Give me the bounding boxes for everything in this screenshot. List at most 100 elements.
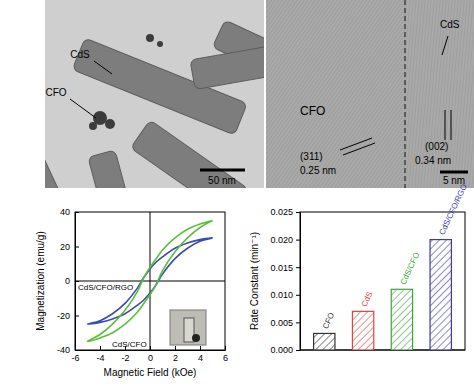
hrtem-label: (311) <box>300 151 323 162</box>
tick-mark <box>200 346 201 350</box>
particle <box>105 119 115 129</box>
axis-line <box>76 346 226 351</box>
tick-mark <box>75 350 79 351</box>
tick-label: 0.020 <box>270 235 293 245</box>
bar <box>314 333 335 350</box>
inset-photo <box>170 310 206 345</box>
spacing-mark <box>445 110 446 140</box>
interface-line <box>405 0 406 188</box>
hrtem-label: CFO <box>300 104 325 118</box>
category-label: CdS/CFO/RGO <box>437 183 468 237</box>
rods <box>45 20 265 188</box>
tick: 0 <box>65 276 79 286</box>
tick-label: 20 <box>60 242 70 252</box>
tick-label: 4 <box>198 353 203 363</box>
magnetization-chart: -6-4-20246-40-2002040Magnetic Field (kOe… <box>35 207 228 378</box>
plot-area <box>87 221 212 342</box>
scale-bar-label: 50 nm <box>208 175 236 186</box>
tick: 0 <box>148 346 153 363</box>
tick-mark <box>296 212 300 213</box>
tick-label: 2 <box>173 353 178 363</box>
spacing-mark <box>442 36 448 55</box>
legend-label: CdS/CFO/RGO <box>78 283 133 292</box>
axis-line <box>76 213 80 351</box>
x-axis: -6 -4 -2 0 2 4 6 <box>71 346 228 363</box>
tick: 4 <box>198 346 203 363</box>
tick-mark <box>296 350 300 351</box>
tick: 6 <box>223 346 228 363</box>
tick: -20 <box>57 311 79 321</box>
figure: CdS CFO 50 nm CFO CdS (311) 0.25 nm (002) 0.34 n… <box>0 0 474 387</box>
tick-label: 0.000 <box>270 345 293 355</box>
tem-label: CFO <box>45 87 66 98</box>
tick: 0.010 <box>270 290 300 300</box>
tick: -4 <box>96 346 104 363</box>
series-line <box>87 221 212 342</box>
tick-label: -2 <box>121 353 129 363</box>
plot-frame <box>75 212 225 350</box>
category-label: CdS <box>360 290 375 308</box>
tick: 40 <box>60 207 79 217</box>
hrtem-label: (002) <box>425 141 448 152</box>
hrtem-label: CdS <box>440 19 460 30</box>
hrtem-cds <box>405 0 474 188</box>
tick: 2 <box>173 346 178 363</box>
tick: 0.020 <box>270 235 300 245</box>
scale-bar <box>200 169 245 172</box>
bar <box>430 240 451 350</box>
tick-label: 0 <box>65 276 70 286</box>
tick-label: 40 <box>60 207 70 217</box>
tem-label: CdS <box>70 49 90 60</box>
particle <box>89 122 97 130</box>
x-axis-title: Magnetic Field (kOe) <box>104 367 197 378</box>
tick-mark <box>296 240 300 241</box>
tick-label: 6 <box>223 353 228 363</box>
spacing-mark <box>340 138 372 150</box>
rod <box>72 38 247 135</box>
tick: 0.000 <box>270 345 300 355</box>
tick-label: 0.010 <box>270 290 293 300</box>
particle <box>146 34 154 42</box>
rod <box>45 150 70 188</box>
spacing-mark <box>451 110 452 140</box>
tick-mark <box>225 346 226 350</box>
inset-magnet <box>192 334 200 342</box>
tick-mark <box>296 267 300 268</box>
tick-label: 0.015 <box>270 263 293 273</box>
tick-mark <box>150 346 151 350</box>
legend-label: CdS/CFO <box>112 340 147 349</box>
tick-label: -20 <box>57 311 70 321</box>
tick: 20 <box>60 242 79 252</box>
hrtem-label: 0.34 nm <box>415 155 451 166</box>
label-arrow <box>94 61 112 74</box>
tick-mark <box>75 212 79 213</box>
y-axis: -40 -20 0 20 40 <box>57 207 79 355</box>
plot-area <box>314 240 452 350</box>
tick-mark <box>75 281 79 282</box>
tick: 0.025 <box>270 207 300 217</box>
tick-mark <box>296 322 300 323</box>
rod <box>88 150 131 188</box>
spacing-mark <box>343 143 375 155</box>
particle <box>157 41 163 47</box>
axis-line <box>296 213 301 351</box>
category-label: CdS/CFO <box>399 251 422 286</box>
rod <box>190 46 265 89</box>
tick-mark <box>100 346 101 350</box>
tick: -40 <box>57 345 79 355</box>
tick-label: 0.025 <box>270 207 293 217</box>
panel-divider <box>264 0 266 188</box>
bar <box>391 289 412 350</box>
zero-line <box>75 281 225 282</box>
tick: 0.005 <box>270 318 300 328</box>
tem-panels: CdS CFO 50 nm CFO CdS (311) 0.25 nm (002) 0.34 n… <box>13 0 474 226</box>
tick-mark <box>75 316 79 317</box>
tick-label: -6 <box>71 353 79 363</box>
tick-label: -4 <box>96 353 104 363</box>
y-axis-title: Rate Constant (min⁻¹) <box>249 232 260 330</box>
tick-mark <box>175 346 176 350</box>
series-line <box>87 238 212 324</box>
hrtem-label: 0.25 nm <box>300 165 336 176</box>
y-axis: 0.000 0.005 0.010 0.015 0.020 0.025 <box>270 207 300 355</box>
rod <box>130 120 248 188</box>
